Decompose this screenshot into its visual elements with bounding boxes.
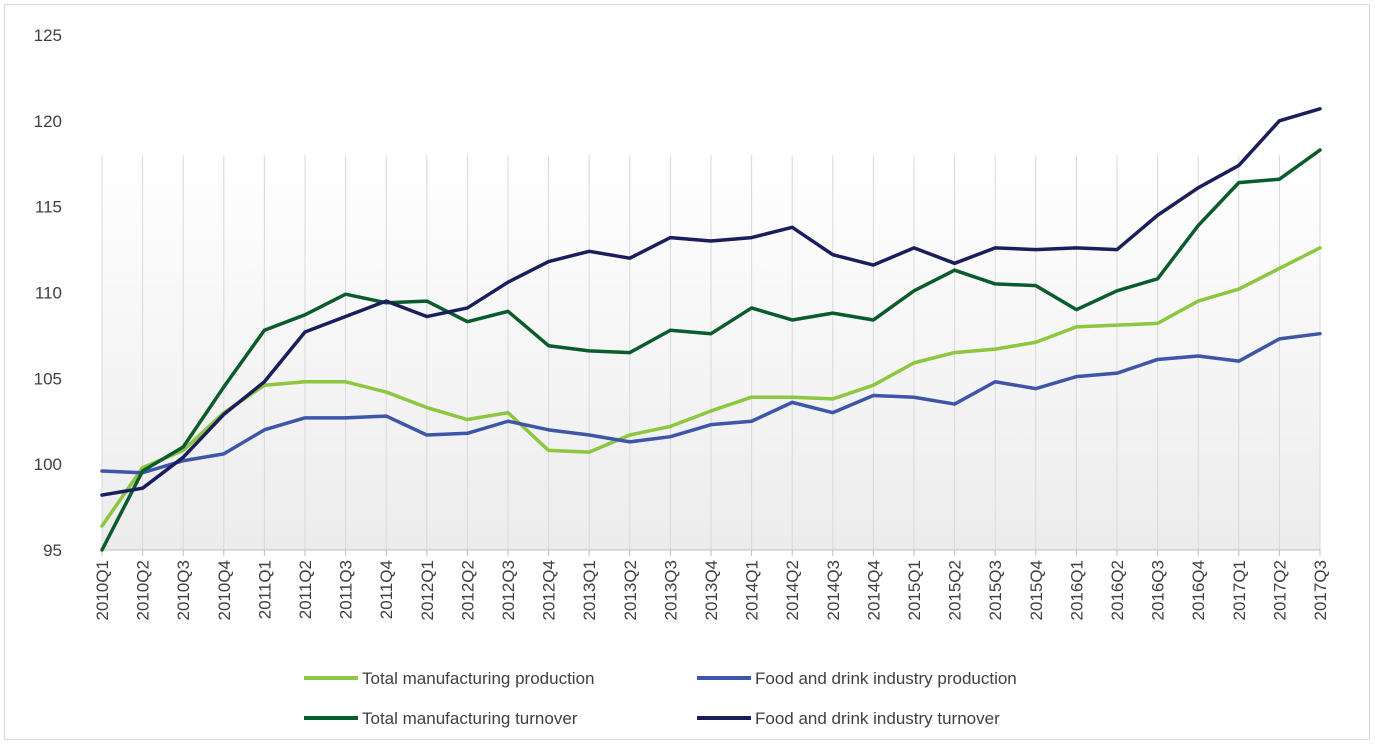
x-tick-label: 2010Q2 xyxy=(134,560,153,621)
x-tick-label: 2015Q4 xyxy=(1027,560,1046,621)
y-tick-label: 95 xyxy=(43,541,62,560)
legend: Total manufacturing production Food and d… xyxy=(304,669,1017,728)
x-tick-label: 2013Q4 xyxy=(702,560,721,621)
x-tick-label: 2010Q1 xyxy=(93,560,112,621)
x-tick-label: 2015Q1 xyxy=(905,560,924,621)
x-axis: 2010Q1 2010Q2 2010Q3 2010Q4 2011Q1 2011Q2 2011… xyxy=(93,549,1330,621)
x-tick-label: 2016Q3 xyxy=(1149,560,1168,621)
x-tick-label: 2017Q2 xyxy=(1270,560,1289,621)
x-tick-label: 2015Q3 xyxy=(986,560,1005,621)
legend-label: Total manufacturing production xyxy=(362,669,594,688)
x-tick-label: 2011Q4 xyxy=(377,560,396,619)
x-tick-label: 2013Q1 xyxy=(580,560,599,621)
x-tick-label: 2013Q2 xyxy=(621,560,640,621)
x-tick-label: 2011Q2 xyxy=(296,560,315,619)
series-line-4 xyxy=(100,107,1322,497)
series-line-3 xyxy=(100,148,1322,552)
y-tick-label: 125 xyxy=(34,26,62,45)
x-tick-label: 2016Q2 xyxy=(1108,560,1127,621)
legend-label: Total manufacturing turnover xyxy=(362,709,578,728)
x-tick-label: 2014Q3 xyxy=(824,560,843,621)
x-tick-label: 2012Q3 xyxy=(499,560,518,621)
x-tick-label: 2016Q1 xyxy=(1067,560,1086,621)
series-line-2 xyxy=(100,331,1322,475)
x-tick-label: 2012Q4 xyxy=(540,560,559,621)
legend-label: Food and drink industry turnover xyxy=(755,709,1000,728)
x-tick-label: 2010Q4 xyxy=(215,560,234,621)
x-tick-label: 2012Q1 xyxy=(418,560,437,621)
series-line-1 xyxy=(100,246,1322,528)
x-tick-label: 2017Q3 xyxy=(1311,560,1330,621)
x-tick-label: 2011Q3 xyxy=(337,560,356,619)
x-tick-label: 2014Q4 xyxy=(864,560,883,621)
x-tick-label: 2015Q2 xyxy=(946,560,965,621)
x-tick-label: 2016Q4 xyxy=(1189,560,1208,621)
x-tick-label: 2017Q1 xyxy=(1230,560,1249,621)
y-tick-label: 110 xyxy=(35,284,62,303)
y-tick-label: 100 xyxy=(34,455,62,474)
x-tick-label: 2012Q2 xyxy=(458,560,477,621)
x-tick-label: 2014Q1 xyxy=(743,560,762,621)
y-tick-label: 120 xyxy=(34,112,62,131)
x-tick-label: 2013Q3 xyxy=(661,560,680,621)
legend-label: Food and drink industry production xyxy=(755,669,1017,688)
x-tick-label: 2014Q2 xyxy=(783,560,802,621)
y-tick-label: 115 xyxy=(35,198,62,217)
y-tick-label: 105 xyxy=(34,369,62,388)
x-tick-label: 2011Q1 xyxy=(255,560,274,619)
y-axis: 95 100 105 110 115 120 125 xyxy=(34,26,62,560)
x-tick-label: 2010Q3 xyxy=(174,560,193,621)
series-lines xyxy=(100,107,1322,552)
